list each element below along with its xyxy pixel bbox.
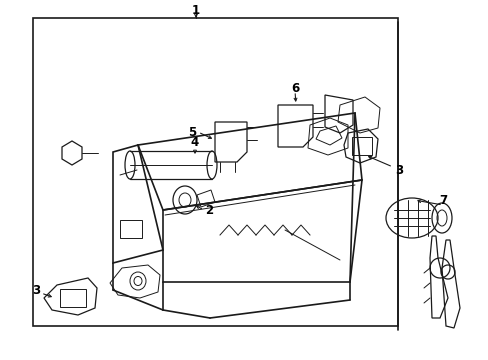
Text: 1: 1 — [192, 4, 200, 18]
Text: 3: 3 — [32, 284, 40, 297]
Bar — [120, 220, 142, 238]
Text: 6: 6 — [290, 81, 299, 94]
Bar — [60, 289, 86, 307]
Text: 3: 3 — [394, 163, 402, 176]
Bar — [33, 18, 397, 326]
Text: 4: 4 — [190, 136, 199, 149]
Text: 7: 7 — [438, 194, 446, 207]
Text: 5: 5 — [187, 126, 196, 139]
Bar — [351, 137, 371, 155]
Text: 2: 2 — [204, 203, 213, 216]
